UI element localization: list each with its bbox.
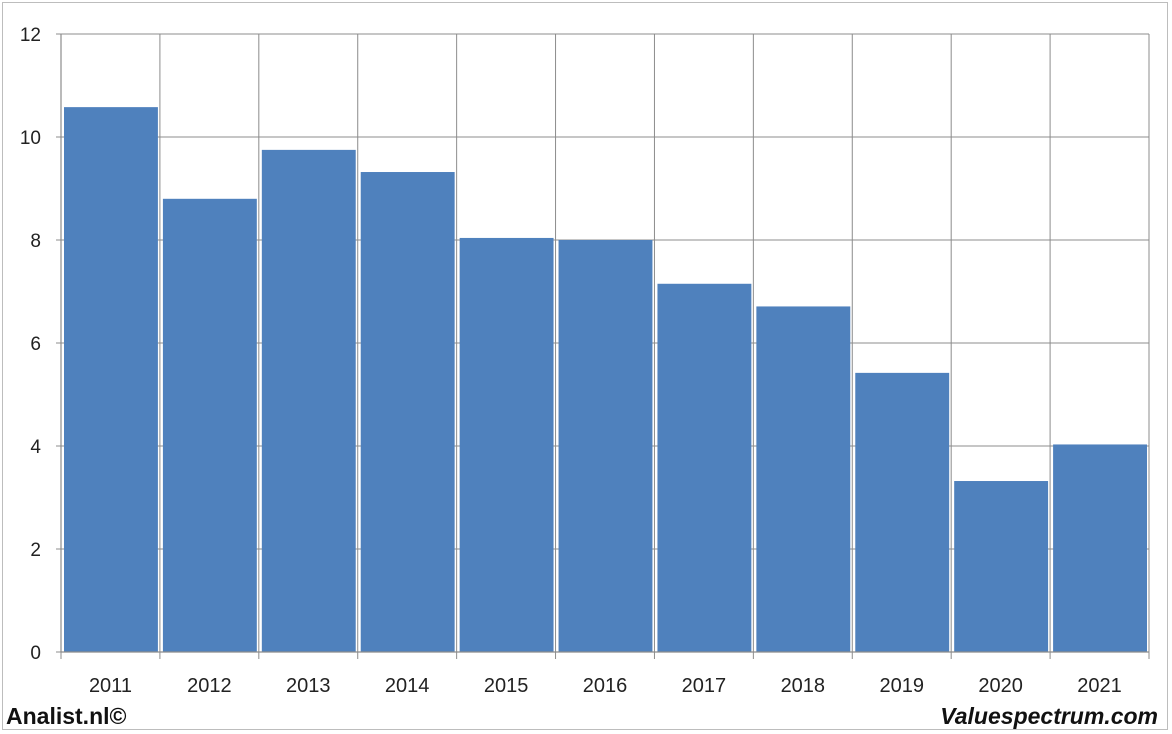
x-tick-label: 2018 <box>781 675 826 697</box>
bar-2012 <box>162 198 257 653</box>
x-tick-label: 2016 <box>583 675 628 697</box>
bar-2021 <box>1053 444 1147 652</box>
x-tick-label: 2011 <box>89 675 132 697</box>
y-tick-label: 10 <box>20 128 41 149</box>
y-tick-label: 0 <box>30 643 41 664</box>
bar-2014 <box>360 172 455 652</box>
y-tick-label: 12 <box>20 25 41 46</box>
y-tick-label: 6 <box>30 334 41 355</box>
bar-2020 <box>954 481 1049 652</box>
x-tick-label: 2021 <box>1077 675 1122 697</box>
bar-2018 <box>756 306 851 652</box>
bar-2017 <box>657 283 752 652</box>
y-tick-label: 4 <box>30 437 41 458</box>
footer-analist-credit: Analist.nl© <box>6 703 127 729</box>
bar-2013 <box>261 149 356 652</box>
footer-valuespectrum-credit: Valuespectrum.com <box>940 703 1158 729</box>
bar-2019 <box>855 372 950 652</box>
x-tick-label: 2015 <box>484 675 529 697</box>
y-tick-label: 8 <box>30 231 41 252</box>
bar-2016 <box>558 240 653 652</box>
y-tick-label: 2 <box>30 540 41 561</box>
bar-2015 <box>459 237 554 652</box>
bar-2011 <box>64 107 158 652</box>
x-tick-label: 2014 <box>385 675 430 697</box>
x-tick-label: 2019 <box>879 675 924 697</box>
x-tick-label: 2012 <box>187 675 232 697</box>
x-tick-label: 2013 <box>286 675 331 697</box>
x-tick-label: 2017 <box>682 675 727 697</box>
x-tick-label: 2020 <box>978 675 1023 697</box>
